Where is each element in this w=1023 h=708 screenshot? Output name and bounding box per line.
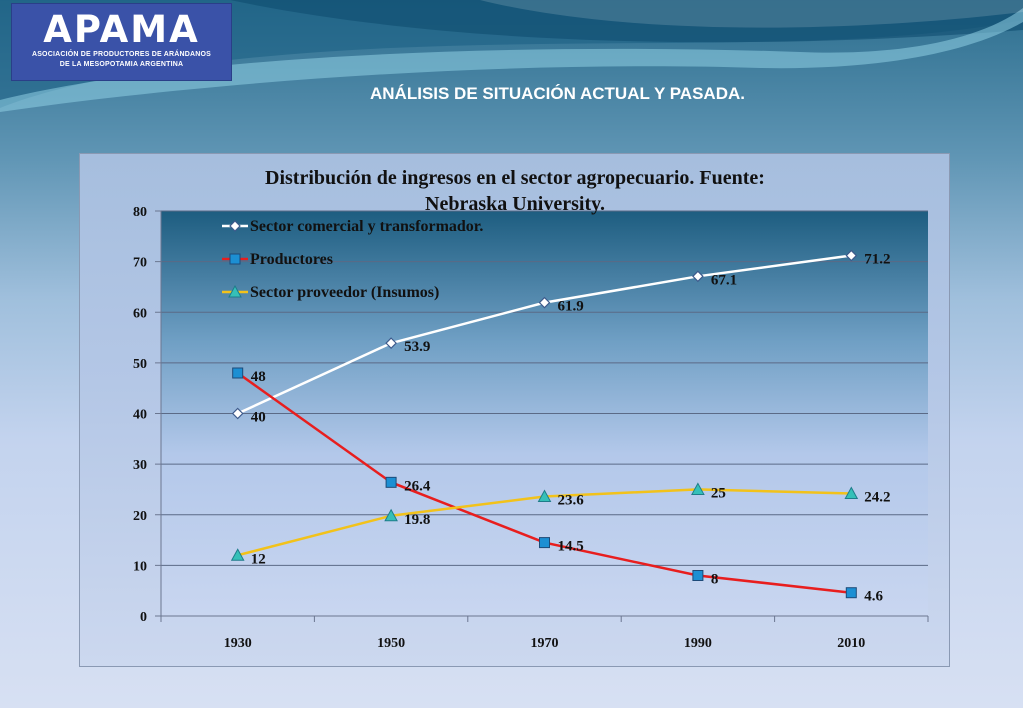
data-point-marker [844,486,859,499]
data-point-marker [384,508,398,522]
logo-subtitle-line2: DE LA MESOPOTAMIA ARGENTINA [59,61,184,68]
data-point-marker [692,270,704,283]
data-label: 53.9 [404,339,430,355]
data-point-marker [385,337,397,349]
data-label: 40 [251,410,266,426]
data-point-marker [692,570,704,581]
chart-title-line2: Nebraska University. [425,193,605,215]
line-chart: 0 10 20 30 40 50 60 70 80 1930 1950 1970 1990 2010 40… [133,167,929,651]
y-tick-label: 40 [133,408,147,423]
y-tick-label: 20 [133,509,147,524]
data-label: 8 [711,572,719,588]
logo-subtitle-line1: ASOCIACIÓN DE PRODUCTORES DE ARÁNDANOS [31,51,212,58]
data-label: 23.6 [558,493,585,509]
y-tick-label: 30 [133,458,147,473]
data-label: 19.8 [404,512,430,528]
data-point-marker [537,489,552,503]
x-tick-label: 1930 [224,636,252,651]
chart-container: 0 10 20 30 40 50 60 70 80 1930 1950 1970 1990 2010 40… [79,153,950,667]
data-point-marker [691,482,705,495]
data-label: 61.9 [558,299,584,315]
data-label: 14.5 [558,539,584,555]
data-label: 24.2 [864,489,890,505]
data-point-marker [385,476,397,488]
data-label: 12 [251,551,266,567]
chart-title-line1: Distribución de ingresos en el sector ag… [265,167,765,189]
data-point-marker [845,587,857,599]
data-label: 67.1 [711,272,737,288]
x-tick-label: 1970 [531,636,559,651]
legend-label: Sector proveedor (Insumos) [250,284,439,301]
data-label: 71.2 [864,252,890,268]
data-point-marker [229,253,241,265]
y-tick-label: 80 [133,205,147,220]
y-tick-label: 10 [133,559,147,574]
y-tick-label: 60 [133,306,147,321]
slide-title: ANÁLISIS DE SITUACIÓN ACTUAL Y PASADA. [370,84,745,103]
legend-label: Productores [250,251,333,268]
data-point-marker [232,367,244,379]
data-point-marker [231,407,244,420]
legend-label: Sector comercial y transformador. [250,218,483,235]
background-waves [0,0,1023,112]
data-label: 26.4 [404,478,431,494]
data-label: 48 [251,369,266,385]
x-tick-label: 2010 [837,636,865,651]
x-tick-label: 1990 [684,636,712,651]
data-point-marker [845,249,858,262]
y-tick-label: 70 [133,256,147,271]
data-point-marker [228,284,242,298]
data-label: 25 [711,485,726,501]
logo-wordmark: APAMA [43,8,200,51]
y-tick-label: 0 [140,610,147,625]
data-point-marker [230,548,245,561]
data-point-marker [538,296,551,309]
apama-logo: APAMA ASOCIACIÓN DE PRODUCTORES DE ARÁND… [11,3,232,81]
y-tick-label: 50 [133,357,147,372]
data-label: 4.6 [864,589,883,605]
x-tick-label: 1950 [377,636,405,651]
data-point-marker [539,537,550,549]
data-point-marker [229,220,241,232]
